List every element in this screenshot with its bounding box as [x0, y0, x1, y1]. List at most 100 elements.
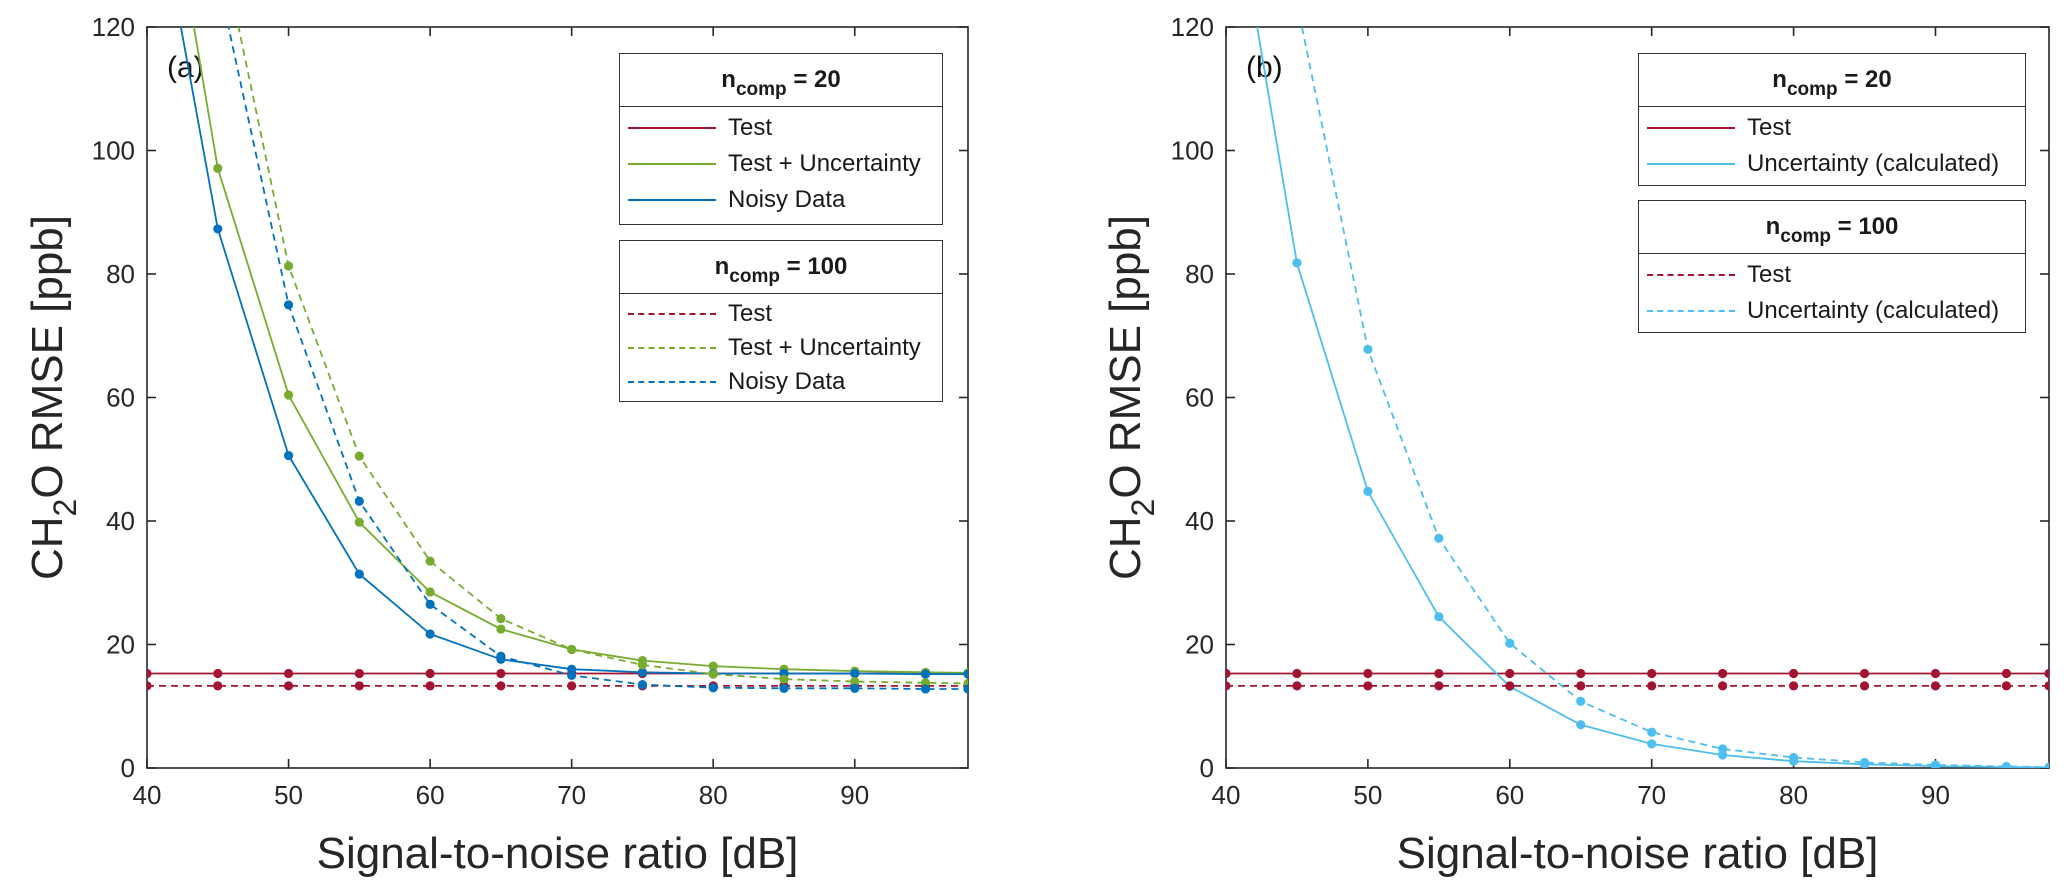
data-point [213, 668, 223, 679]
data-point [147, 681, 152, 691]
data-point [283, 668, 294, 679]
data-point [283, 450, 294, 461]
data-point [1647, 668, 1657, 679]
legend-b-ncomp20: ncomp = 20 Test Uncertainty (calculated) [1638, 53, 2026, 186]
y-axis-label-subscript: 2 [1125, 499, 1161, 517]
data-point [1434, 612, 1444, 622]
x-tick-label: 40 [1212, 780, 1241, 810]
data-point [1647, 681, 1657, 691]
data-point [708, 669, 718, 679]
legend-swatch [628, 347, 716, 349]
legend-title-sub: comp [735, 79, 787, 100]
legend-title-rest: = 100 [1830, 213, 1899, 240]
y-axis-label-main: CH [23, 516, 72, 580]
data-point [496, 668, 506, 679]
data-point [1505, 668, 1515, 679]
legend-title-rest: = 100 [779, 253, 848, 280]
data-point [1363, 681, 1373, 691]
data-point [425, 629, 435, 639]
x-tick-label: 60 [1495, 780, 1524, 810]
y-tick-label: 120 [1171, 12, 1214, 42]
y-tick-label: 100 [1171, 136, 1214, 166]
y-tick-label: 80 [1185, 259, 1214, 289]
data-point [708, 683, 718, 693]
y-tick-label: 0 [121, 753, 135, 783]
data-point [1226, 681, 1231, 691]
legend-label: Test [1747, 114, 1792, 141]
y-tick-label: 60 [1185, 383, 1214, 413]
data-point [1788, 681, 1799, 691]
data-point [1363, 344, 1373, 354]
legend-swatch [628, 313, 716, 315]
data-point [1505, 638, 1515, 648]
legend-swatch [628, 163, 716, 165]
legend-label: Test + Uncertainty [728, 334, 921, 361]
data-point [1859, 757, 1870, 768]
data-point [147, 668, 152, 679]
legend-swatch [628, 127, 716, 129]
data-point [1647, 727, 1657, 737]
data-point [1434, 533, 1444, 543]
data-point [2001, 761, 2012, 768]
legend-entry: Test + Uncertainty [620, 146, 942, 182]
legend-title-rest: = 20 [1837, 66, 1892, 93]
legend-title-main: n [1772, 66, 1787, 93]
data-point [1363, 486, 1373, 496]
legend-swatch [1647, 274, 1735, 276]
data-point [283, 300, 294, 310]
legend-swatch [1647, 163, 1735, 165]
x-tick-label: 40 [133, 780, 162, 810]
data-point [850, 683, 860, 693]
legend-label: Uncertainty (calculated) [1747, 297, 2000, 324]
x-axis-label: Signal-to-noise ratio [dB] [317, 829, 799, 878]
data-point [779, 674, 789, 684]
data-point [2044, 668, 2049, 679]
legend-title: ncomp = 100 [1639, 201, 2025, 254]
data-point [1226, 668, 1231, 679]
data-point [920, 684, 931, 694]
data-point [1930, 760, 1941, 768]
legend-entry: Test [620, 110, 942, 146]
legend-swatch [1647, 310, 1735, 312]
data-point [1292, 258, 1302, 268]
y-tick-label: 20 [1185, 630, 1214, 660]
data-point [850, 668, 860, 679]
legend-label: Noisy Data [728, 368, 846, 395]
data-point [1576, 681, 1586, 691]
legend-swatch [628, 381, 716, 383]
legend-label: Test + Uncertainty [728, 150, 921, 177]
legend-swatch [1647, 127, 1735, 129]
data-point [1505, 681, 1515, 691]
y-axis-label-subscript: 2 [47, 499, 83, 517]
data-point [283, 390, 294, 400]
x-tick-label: 70 [557, 780, 586, 810]
x-tick-label: 80 [699, 780, 728, 810]
data-point [779, 683, 789, 693]
legend-swatch [628, 199, 716, 201]
panel-label: (a) [167, 51, 204, 84]
data-point [1788, 752, 1799, 763]
x-tick-label: 70 [1637, 780, 1666, 810]
series-layer [147, 27, 968, 694]
data-point [1576, 668, 1586, 679]
y-tick-label: 20 [106, 630, 135, 660]
data-point [1434, 668, 1444, 679]
data-point [213, 681, 223, 691]
data-point [1718, 681, 1728, 691]
chart-panel-a: 40 50 60 70 80 90 0 20 40 60 80 100 120 Signal-to-noi… [23, 12, 969, 878]
data-point [1859, 681, 1870, 691]
legend-b-ncomp100: ncomp = 100 Test Uncertainty (calculated… [1638, 200, 2026, 333]
legend-entry: Test [1639, 257, 2025, 293]
legend-title-main: n [714, 253, 730, 280]
data-point [1718, 668, 1728, 679]
data-point [354, 681, 364, 691]
data-point [567, 644, 577, 655]
data-point [2044, 762, 2049, 768]
data-point [496, 681, 506, 691]
data-point [425, 668, 435, 679]
data-point [567, 681, 577, 691]
data-point [496, 651, 506, 661]
y-axis-label-rest: O RMSE [ppb] [23, 215, 72, 499]
y-tick-label: 40 [1185, 506, 1214, 536]
